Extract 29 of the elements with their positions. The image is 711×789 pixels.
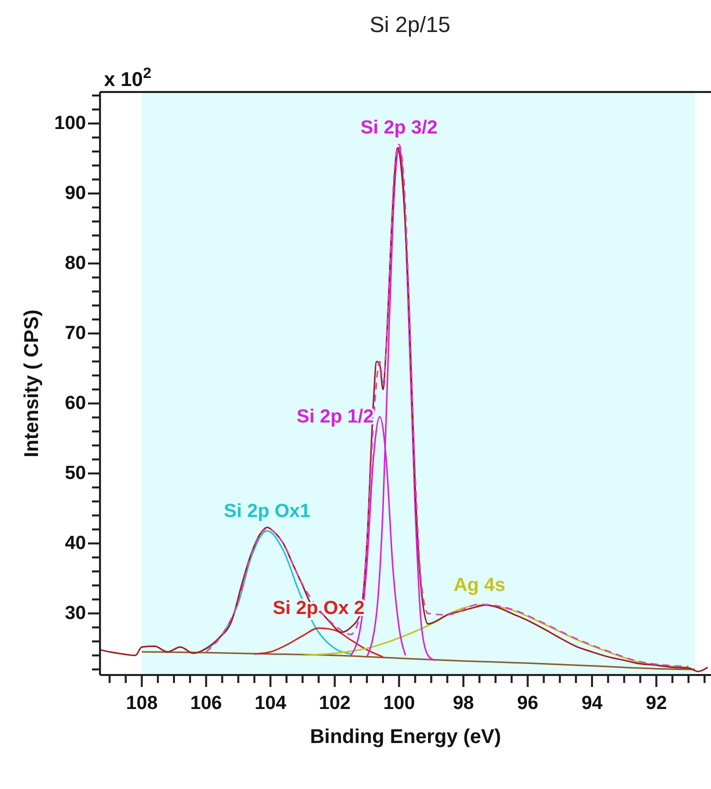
x-axis-title: Binding Energy (eV) — [310, 726, 502, 748]
line-series — [198, 530, 352, 655]
y-tick-label: 70 — [64, 322, 86, 344]
y-tick-label: 30 — [64, 602, 86, 624]
text: x 10$^{2}$ — [104, 64, 152, 91]
series-label: Si 2p Ox1 — [224, 500, 311, 522]
x-tick-label: 102 — [318, 693, 351, 714]
y-tick-label: 80 — [64, 252, 86, 274]
x-tick-label: 94 — [581, 693, 604, 714]
series-label: Si 2p 3/2 — [360, 117, 438, 138]
line-series — [141, 651, 696, 670]
x-tick-label: 92 — [646, 693, 667, 714]
y-tick-label: 50 — [64, 462, 86, 484]
y-tick-label: 40 — [64, 532, 86, 554]
chart-title: Si 2p/15 — [370, 12, 450, 37]
y-axis-title: Intensity ( CPS) — [21, 310, 43, 458]
line-series — [205, 144, 690, 668]
x-tick-label: 106 — [190, 693, 222, 714]
series-label: Ag 4s — [454, 575, 506, 596]
x-tick-label: 108 — [126, 693, 158, 714]
x-tick-label: 104 — [254, 693, 287, 714]
y-tick-label: 60 — [64, 392, 86, 414]
x-tick-label: 98 — [452, 693, 474, 714]
x-tick-label: 96 — [517, 693, 538, 714]
line-series — [254, 627, 384, 658]
y-tick-label: 90 — [64, 182, 86, 204]
y-tick-label: 100 — [54, 112, 86, 134]
line-series — [99, 147, 709, 672]
x-tick-label: 100 — [383, 693, 415, 714]
